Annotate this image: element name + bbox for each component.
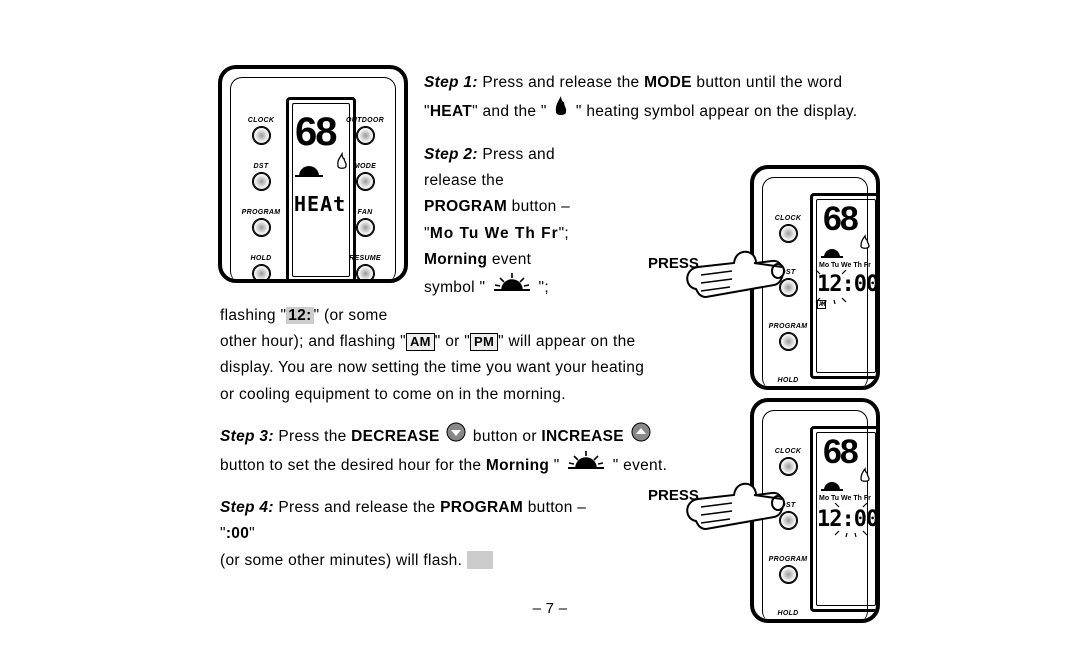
decrease-icon [446,422,466,451]
page-number: – 7 – [220,596,880,622]
flame-icon [553,96,569,127]
instruction-text: Step 1: Press and release the MODE butto… [220,70,880,621]
step3-text: Step 3: Press the DECREASE button or INC… [220,422,880,481]
increase-icon [631,422,651,451]
gray-placeholder-box [467,551,493,569]
sunrise-icon [566,451,606,480]
sunrise-icon [492,273,532,302]
step2-continuation: other hour); and flashing "AM" or "PM" w… [220,329,880,408]
